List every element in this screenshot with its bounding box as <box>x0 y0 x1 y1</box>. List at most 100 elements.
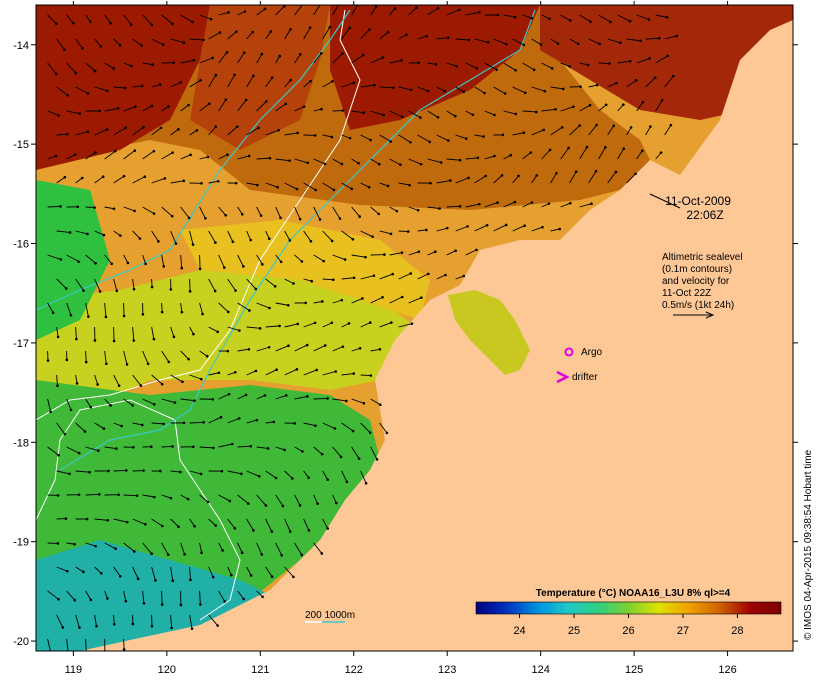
velocity-arrow-head <box>133 550 136 553</box>
velocity-arrow-head <box>85 517 89 521</box>
velocity-arrow <box>313 206 321 220</box>
velocity-arrow-head <box>136 577 140 581</box>
velocity-arrow-head <box>226 349 230 353</box>
velocity-arrow <box>56 614 64 628</box>
velocity-arrow-head <box>233 526 237 530</box>
velocity-arrow <box>284 79 292 88</box>
velocity-arrow <box>389 206 398 212</box>
velocity-arrow-head <box>124 599 128 603</box>
velocity-arrow-head <box>307 529 311 532</box>
velocity-arrow <box>313 542 323 554</box>
velocity-arrow <box>161 152 173 160</box>
velocity-arrow-head <box>199 472 203 476</box>
velocity-arrow <box>389 296 403 304</box>
velocity-arrow <box>541 108 556 112</box>
velocity-arrow-head <box>122 314 126 318</box>
velocity-arrow-head <box>649 125 652 129</box>
velocity-arrow <box>161 398 176 404</box>
velocity-arrow-head <box>270 76 274 79</box>
velocity-arrow-head <box>100 571 103 575</box>
velocity-arrow <box>256 8 266 16</box>
velocity-arrow <box>132 422 143 426</box>
velocity-arrow-head <box>255 418 259 422</box>
velocity-arrow <box>351 110 364 114</box>
velocity-arrow-head <box>352 81 356 85</box>
velocity-arrow <box>313 254 324 262</box>
velocity-arrow <box>275 55 281 64</box>
velocity-arrow <box>351 54 364 64</box>
velocity-arrow-head <box>467 176 470 180</box>
velocity-arrow <box>47 14 57 25</box>
velocity-arrow <box>294 158 308 164</box>
velocity-arrow-head <box>513 200 517 204</box>
velocity-arrow <box>113 175 125 184</box>
velocity-arrow-head <box>251 30 254 34</box>
velocity-arrow-head <box>530 201 534 204</box>
velocity-arrow-head <box>97 449 100 452</box>
velocity-arrow-head <box>204 217 207 220</box>
velocity-arrow <box>417 273 429 280</box>
velocity-arrow <box>75 230 88 235</box>
velocity-arrow <box>66 254 80 263</box>
map-layers <box>36 5 793 651</box>
velocity-arrow-head <box>348 26 351 30</box>
velocity-arrow <box>123 494 137 497</box>
velocity-arrow-head <box>595 123 598 127</box>
velocity-arrow-head <box>295 187 299 191</box>
velocity-arrow <box>161 105 169 112</box>
velocity-arrow-head <box>588 103 592 107</box>
velocity-arrow <box>408 297 422 304</box>
velocity-arrow <box>313 53 322 64</box>
king-sound <box>448 290 530 375</box>
velocity-arrow-head <box>326 478 329 481</box>
velocity-arrow-head <box>604 103 608 107</box>
velocity-arrow-head <box>93 69 97 73</box>
velocity-arrow-head <box>476 156 480 160</box>
velocity-arrow <box>94 518 108 521</box>
velocity-arrow <box>94 374 99 385</box>
velocity-arrow-head <box>110 262 113 266</box>
velocity-arrow-head <box>180 310 184 314</box>
velocity-arrow <box>208 278 216 292</box>
velocity-arrow <box>531 38 542 45</box>
velocity-arrow <box>360 134 371 141</box>
velocity-arrow <box>512 132 524 136</box>
velocity-arrow-head <box>157 240 160 243</box>
velocity-arrow-head <box>140 84 144 88</box>
velocity-arrow-head <box>56 542 60 545</box>
velocity-arrow-head <box>428 140 431 144</box>
velocity-arrow <box>56 176 66 184</box>
lat-tick-label: -15 <box>13 139 29 151</box>
velocity-arrow-head <box>242 51 246 54</box>
velocity-arrow <box>199 446 214 449</box>
velocity-arrow-head <box>318 218 322 221</box>
velocity-arrow-head <box>386 184 390 188</box>
velocity-arrow <box>85 350 87 363</box>
velocity-arrow <box>379 422 388 434</box>
velocity-arrow-head <box>212 446 215 450</box>
velocity-arrow-head <box>604 146 607 149</box>
velocity-arrow-head <box>298 217 302 221</box>
velocity-arrow-head <box>417 250 421 253</box>
velocity-arrow-head <box>393 7 397 10</box>
velocity-arrow-head <box>113 149 117 153</box>
velocity-arrow-head <box>211 56 214 60</box>
velocity-arrow-head <box>420 296 423 300</box>
velocity-arrow <box>85 14 91 22</box>
velocity-arrow <box>332 299 342 304</box>
velocity-arrow <box>161 350 170 363</box>
velocity-arrow-head <box>666 54 669 58</box>
velocity-arrow <box>218 393 230 400</box>
velocity-arrow-head <box>302 105 306 108</box>
velocity-arrow <box>294 446 303 452</box>
velocity-arrow-head <box>182 421 186 425</box>
velocity-arrow-head <box>280 554 283 557</box>
velocity-scale-arrowhead <box>705 311 715 319</box>
velocity-arrow <box>237 254 244 267</box>
velocity-arrow-head <box>514 112 518 116</box>
velocity-arrow-head <box>522 43 526 47</box>
velocity-arrow <box>104 398 111 406</box>
velocity-arrow-head <box>369 374 373 377</box>
velocity-arrow-head <box>86 92 90 95</box>
velocity-arrow-head <box>75 337 78 341</box>
